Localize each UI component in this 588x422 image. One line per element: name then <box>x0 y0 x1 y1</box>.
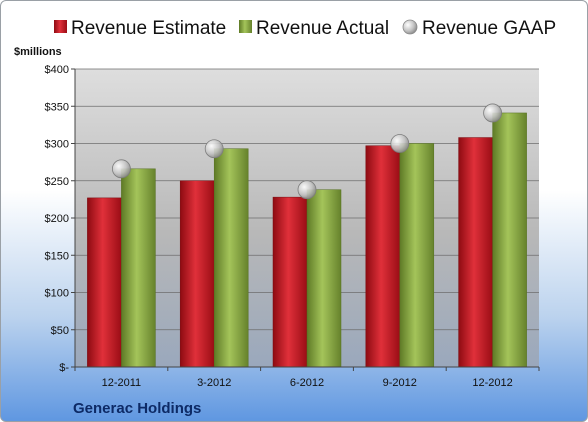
x-tick-label: 9-2012 <box>383 377 417 389</box>
y-tick-label: $350 <box>45 101 69 113</box>
y-tick-label: $300 <box>45 139 69 151</box>
bar-revenue-estimate <box>458 137 493 368</box>
marker-revenue-gaap <box>297 180 317 200</box>
bar-revenue-estimate <box>179 180 215 368</box>
x-tick-label: 12-2011 <box>102 377 142 389</box>
gaap-markers <box>112 103 503 200</box>
bar-revenue-estimate <box>365 145 401 368</box>
legend: Revenue Estimate Revenue Actual Revenue … <box>54 18 556 39</box>
marker-revenue-gaap <box>390 134 410 153</box>
y-tick-label: $150 <box>45 250 69 262</box>
legend-label-gaap: Revenue GAAP <box>422 18 556 39</box>
marker-revenue-gaap <box>204 139 224 159</box>
y-tick-label: $250 <box>45 176 69 188</box>
bar-revenue-actual <box>492 112 527 368</box>
legend-label-estimate: Revenue Estimate <box>71 18 226 39</box>
marker-revenue-gaap <box>112 159 131 179</box>
bar-revenue-actual <box>213 148 249 368</box>
bar-revenue-actual <box>121 168 156 368</box>
x-tick-label: 3-2012 <box>197 377 231 389</box>
x-tick-label: 12-2012 <box>472 377 512 389</box>
y-tick-label: $400 <box>45 64 69 76</box>
legend-swatch-estimate <box>54 20 67 33</box>
bars <box>87 112 527 368</box>
legend-label-actual: Revenue Actual <box>256 18 389 39</box>
bar-revenue-actual <box>306 189 342 368</box>
y-axis-ticks: $- $50 $100 $150 $200 $250 $300 $350 $400 <box>45 64 75 374</box>
y-axis-unit-label: $millions <box>14 46 62 58</box>
y-tick-label: $- <box>59 362 69 374</box>
x-axis-ticks: 12-2011 3-2012 6-2012 9-2012 12-2012 <box>74 367 540 389</box>
legend-swatch-actual <box>239 20 252 33</box>
bar-revenue-estimate <box>272 196 308 368</box>
legend-marker-gaap <box>402 19 418 35</box>
x-tick-label: 6-2012 <box>290 377 324 389</box>
marker-revenue-gaap <box>483 103 503 123</box>
y-tick-label: $100 <box>45 288 69 300</box>
bar-revenue-actual <box>399 143 435 368</box>
y-tick-label: $200 <box>45 213 69 225</box>
y-tick-label: $50 <box>51 325 69 337</box>
bar-revenue-estimate <box>87 197 122 368</box>
company-name: Generac Holdings <box>73 400 201 417</box>
